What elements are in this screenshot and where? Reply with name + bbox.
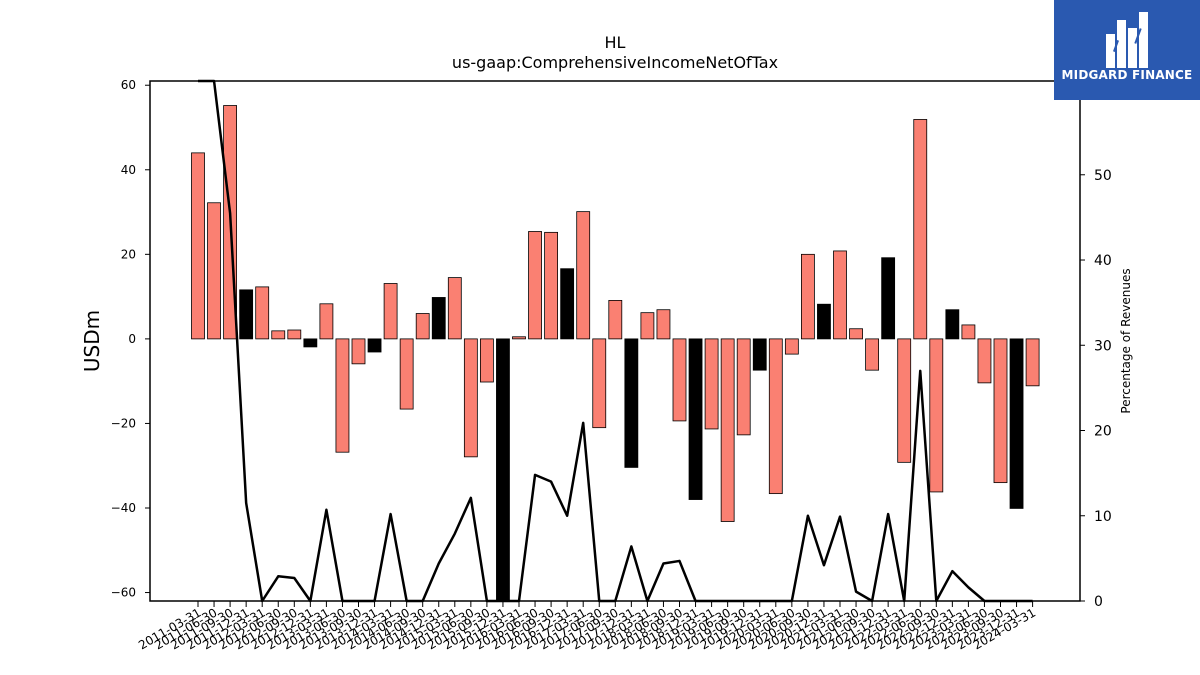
axes: −60−40−200204060010203040502011-03-31201… [111,78,1112,652]
bar-series [191,105,1040,602]
bar [479,338,494,383]
y2-tick-label: 30 [1094,338,1112,354]
bar [865,338,879,371]
bar [383,283,398,340]
y-tick-label: −20 [111,416,136,430]
bar [447,277,462,340]
bar [399,338,414,410]
bar [977,338,992,384]
bar [833,250,847,340]
bar [656,309,671,340]
bar [704,338,719,430]
bar [560,268,575,340]
y2-tick-label: 20 [1094,424,1112,440]
y-tick-label: −60 [111,586,136,600]
bar [640,312,655,340]
bar [784,338,799,355]
y-tick-label: −40 [111,501,136,515]
bar [415,313,430,340]
bar [624,338,639,468]
bar [207,202,221,340]
bar [576,211,591,340]
y-tick-label: 20 [121,247,136,261]
bar [1009,338,1024,509]
bar [592,338,607,429]
bar [528,231,542,340]
bar [768,338,783,495]
y2-tick-label: 0 [1094,594,1103,610]
bar [817,303,831,340]
bar [367,338,382,353]
bar [351,338,366,365]
bar [752,338,767,371]
bar [319,303,334,340]
bar [993,338,1008,484]
bar [688,338,703,500]
y-tick-label: 60 [121,78,136,92]
bar [303,338,318,348]
bar [720,338,735,522]
bar [544,231,558,340]
brand-name: MIDGARD FINANCE [1061,68,1193,82]
bar [287,329,302,340]
bar [1025,338,1040,387]
bar [881,257,896,340]
bar [463,338,478,458]
bar [929,338,944,493]
bar [849,328,863,340]
bar [736,338,751,436]
bar [512,336,526,340]
bar [913,119,928,340]
y-tick-label: 0 [128,332,136,346]
bar [431,297,446,340]
y-axis-label: USDm [80,310,104,372]
bar [608,300,623,340]
bar [271,330,286,340]
y2-tick-label: 40 [1094,253,1112,269]
chart-title: HL [605,33,626,52]
bar [335,338,350,453]
bar [945,309,960,340]
y2-tick-label: 10 [1094,509,1112,525]
bar [672,338,687,422]
bar [801,253,815,340]
bar [191,152,205,340]
bar [255,286,270,340]
bar [496,338,510,602]
brand-logo-icon [1106,12,1148,68]
y-tick-label: 40 [121,163,136,177]
y2-axis-label: Percentage of Revenues [1119,268,1133,413]
bar [961,324,976,340]
chart-subtitle: us-gaap:ComprehensiveIncomeNetOfTax [452,53,778,72]
bar [239,289,254,340]
brand-logo: MIDGARD FINANCE [1054,0,1200,100]
y2-tick-label: 50 [1094,168,1112,184]
bar [897,338,912,463]
